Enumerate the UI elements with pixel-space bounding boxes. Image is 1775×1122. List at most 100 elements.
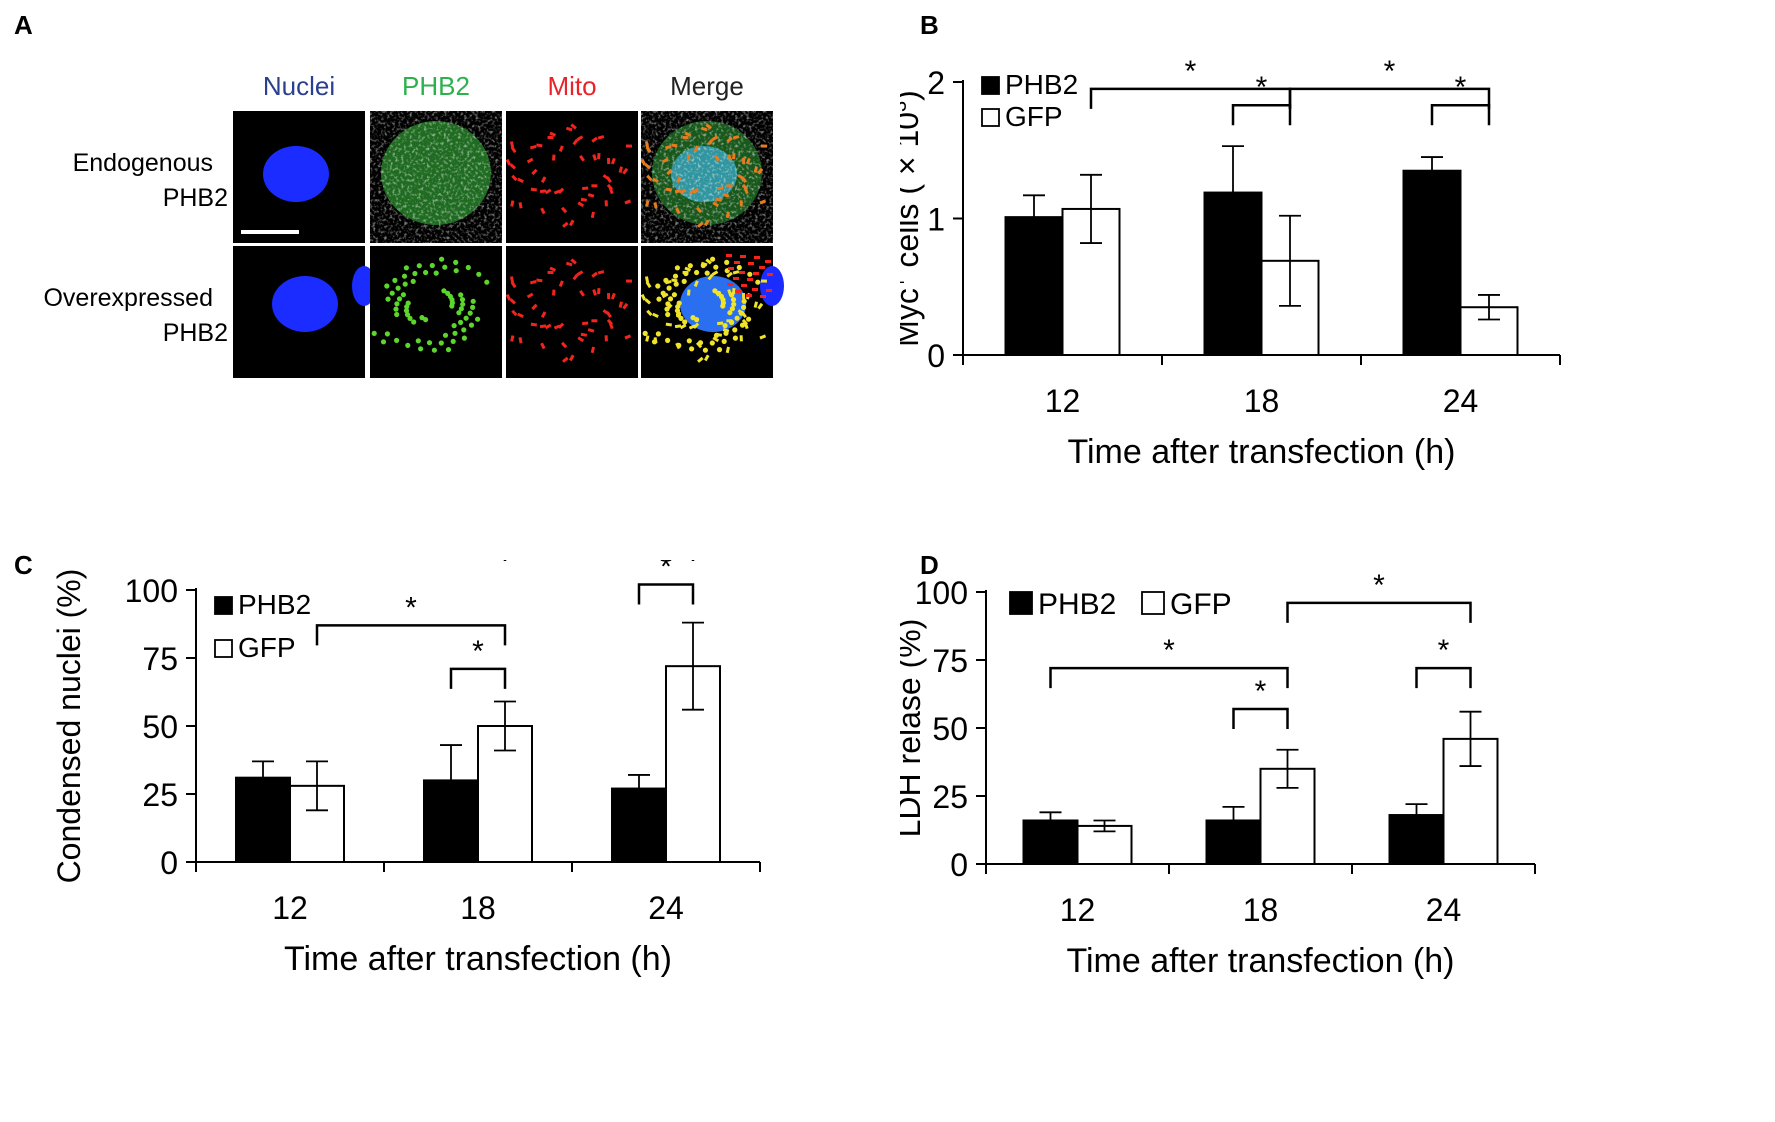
y-tick-label: 50 bbox=[932, 711, 968, 747]
mito-fragment bbox=[752, 288, 758, 291]
legend-swatch-gfp bbox=[1141, 591, 1165, 615]
mito-fragment bbox=[697, 356, 704, 363]
phb2-dot bbox=[384, 331, 390, 337]
phb2-dot bbox=[732, 327, 738, 333]
mito-fragment bbox=[741, 318, 749, 326]
phb2-dot bbox=[389, 290, 395, 296]
mito-fragment bbox=[597, 287, 601, 295]
y-tick-label: 50 bbox=[142, 709, 178, 745]
phb2-dot bbox=[463, 315, 469, 321]
micrograph-tile bbox=[370, 111, 502, 243]
phb2-dot bbox=[416, 263, 422, 269]
mito-fragment bbox=[572, 273, 579, 281]
mito-fragment bbox=[644, 141, 650, 148]
legend-swatch-phb2 bbox=[214, 596, 233, 615]
significance-bracket: * bbox=[449, 635, 507, 689]
micrograph-tile bbox=[505, 111, 638, 243]
phb2-dot bbox=[716, 347, 723, 353]
mito-fragment bbox=[540, 207, 546, 215]
mito-fragment bbox=[661, 292, 669, 299]
phb2-dot bbox=[656, 296, 662, 302]
phb2-dot bbox=[445, 347, 452, 353]
phb2-dot bbox=[450, 338, 456, 344]
phb2-dot bbox=[395, 285, 401, 291]
error-bar-phb2-24 bbox=[1405, 803, 1428, 827]
phb2-dot bbox=[392, 277, 398, 283]
phb2-dot bbox=[709, 340, 715, 346]
phb2-dot bbox=[461, 335, 467, 341]
mito-fragment bbox=[610, 292, 616, 300]
mito-fragment bbox=[711, 135, 719, 141]
mito-fragment bbox=[725, 346, 730, 354]
mito-fragment bbox=[679, 323, 687, 330]
phb2-dot bbox=[721, 338, 727, 344]
legend-swatch-phb2 bbox=[981, 76, 1000, 95]
mito-fragment bbox=[759, 266, 765, 269]
mito-fragment bbox=[597, 270, 605, 275]
mito-fragment bbox=[697, 221, 704, 228]
bracket-line bbox=[1288, 87, 1491, 109]
y-axis-title: LDH relase (%) bbox=[900, 619, 927, 838]
phb2-dot bbox=[476, 271, 482, 277]
phb2-dot bbox=[702, 347, 708, 353]
phb2-dot bbox=[746, 316, 752, 322]
mito-fragment bbox=[645, 146, 652, 154]
phb2-dot bbox=[694, 317, 700, 323]
significance-star: * bbox=[405, 591, 417, 624]
mito-fragment bbox=[551, 154, 556, 161]
mito-fragment bbox=[695, 206, 703, 214]
phb2-dot bbox=[445, 290, 451, 296]
mito-fragment bbox=[686, 154, 691, 161]
mito-fragment bbox=[604, 335, 608, 342]
mito-fragment bbox=[703, 354, 710, 362]
micrograph-panel: Nuclei PHB2 Mito Merge Endogenous PHB2 Overexp… bbox=[43, 71, 784, 378]
mito-fragment bbox=[711, 270, 719, 276]
mito-fragment bbox=[549, 131, 557, 137]
significance-bracket: * bbox=[1231, 71, 1292, 126]
mito-fragment bbox=[728, 267, 734, 270]
significance-star: * bbox=[660, 560, 672, 584]
mito-fragment bbox=[517, 177, 524, 183]
mito-fragment bbox=[625, 279, 632, 283]
chart-d: 0 25 50 75 100 12 18 24 * * * * PHB2 GFP Time after tr… bbox=[891, 560, 1775, 1117]
phb2-dot bbox=[438, 340, 444, 346]
mito-fragment bbox=[692, 322, 700, 329]
tile-background bbox=[370, 246, 502, 378]
x-tick-label: 24 bbox=[1426, 892, 1462, 928]
phb2-dot bbox=[689, 346, 695, 352]
bracket-line bbox=[1232, 707, 1289, 729]
phb2-dot bbox=[402, 281, 408, 287]
significance-bracket: * bbox=[1415, 634, 1472, 689]
mito-fragment bbox=[560, 206, 568, 214]
mito-fragment bbox=[714, 155, 720, 162]
column-label-merge: Merge bbox=[670, 71, 744, 101]
phb2-dot bbox=[403, 265, 409, 271]
mito-fragment bbox=[732, 152, 736, 160]
mito-fragment bbox=[536, 278, 543, 283]
phb2-dot bbox=[458, 319, 464, 325]
y-tick-label: 25 bbox=[142, 777, 178, 813]
mito-fragment bbox=[562, 356, 569, 363]
phb2-dot bbox=[439, 256, 445, 262]
mito-fragment bbox=[766, 289, 772, 292]
phb2-dot bbox=[672, 273, 679, 279]
mito-fragment bbox=[570, 123, 577, 130]
x-tick-label: 18 bbox=[1244, 383, 1280, 419]
mito-fragment bbox=[674, 189, 682, 194]
mito-fragment bbox=[587, 193, 595, 198]
mito-fragment bbox=[703, 219, 710, 227]
mito-fragment bbox=[539, 324, 547, 329]
phb2-dot bbox=[415, 338, 421, 344]
mito-fragment bbox=[607, 158, 611, 165]
error-bar-phb2-12 bbox=[252, 760, 274, 795]
mito-fragment bbox=[624, 334, 632, 340]
mito-fragment bbox=[624, 199, 632, 205]
mito-fragment bbox=[576, 135, 584, 141]
mito-fragment bbox=[682, 270, 689, 275]
mito-fragment bbox=[682, 135, 689, 140]
mito-fragment bbox=[674, 324, 682, 329]
mito-fragment bbox=[715, 332, 723, 337]
mito-fragment bbox=[518, 202, 523, 209]
phb2-dot bbox=[694, 269, 700, 276]
